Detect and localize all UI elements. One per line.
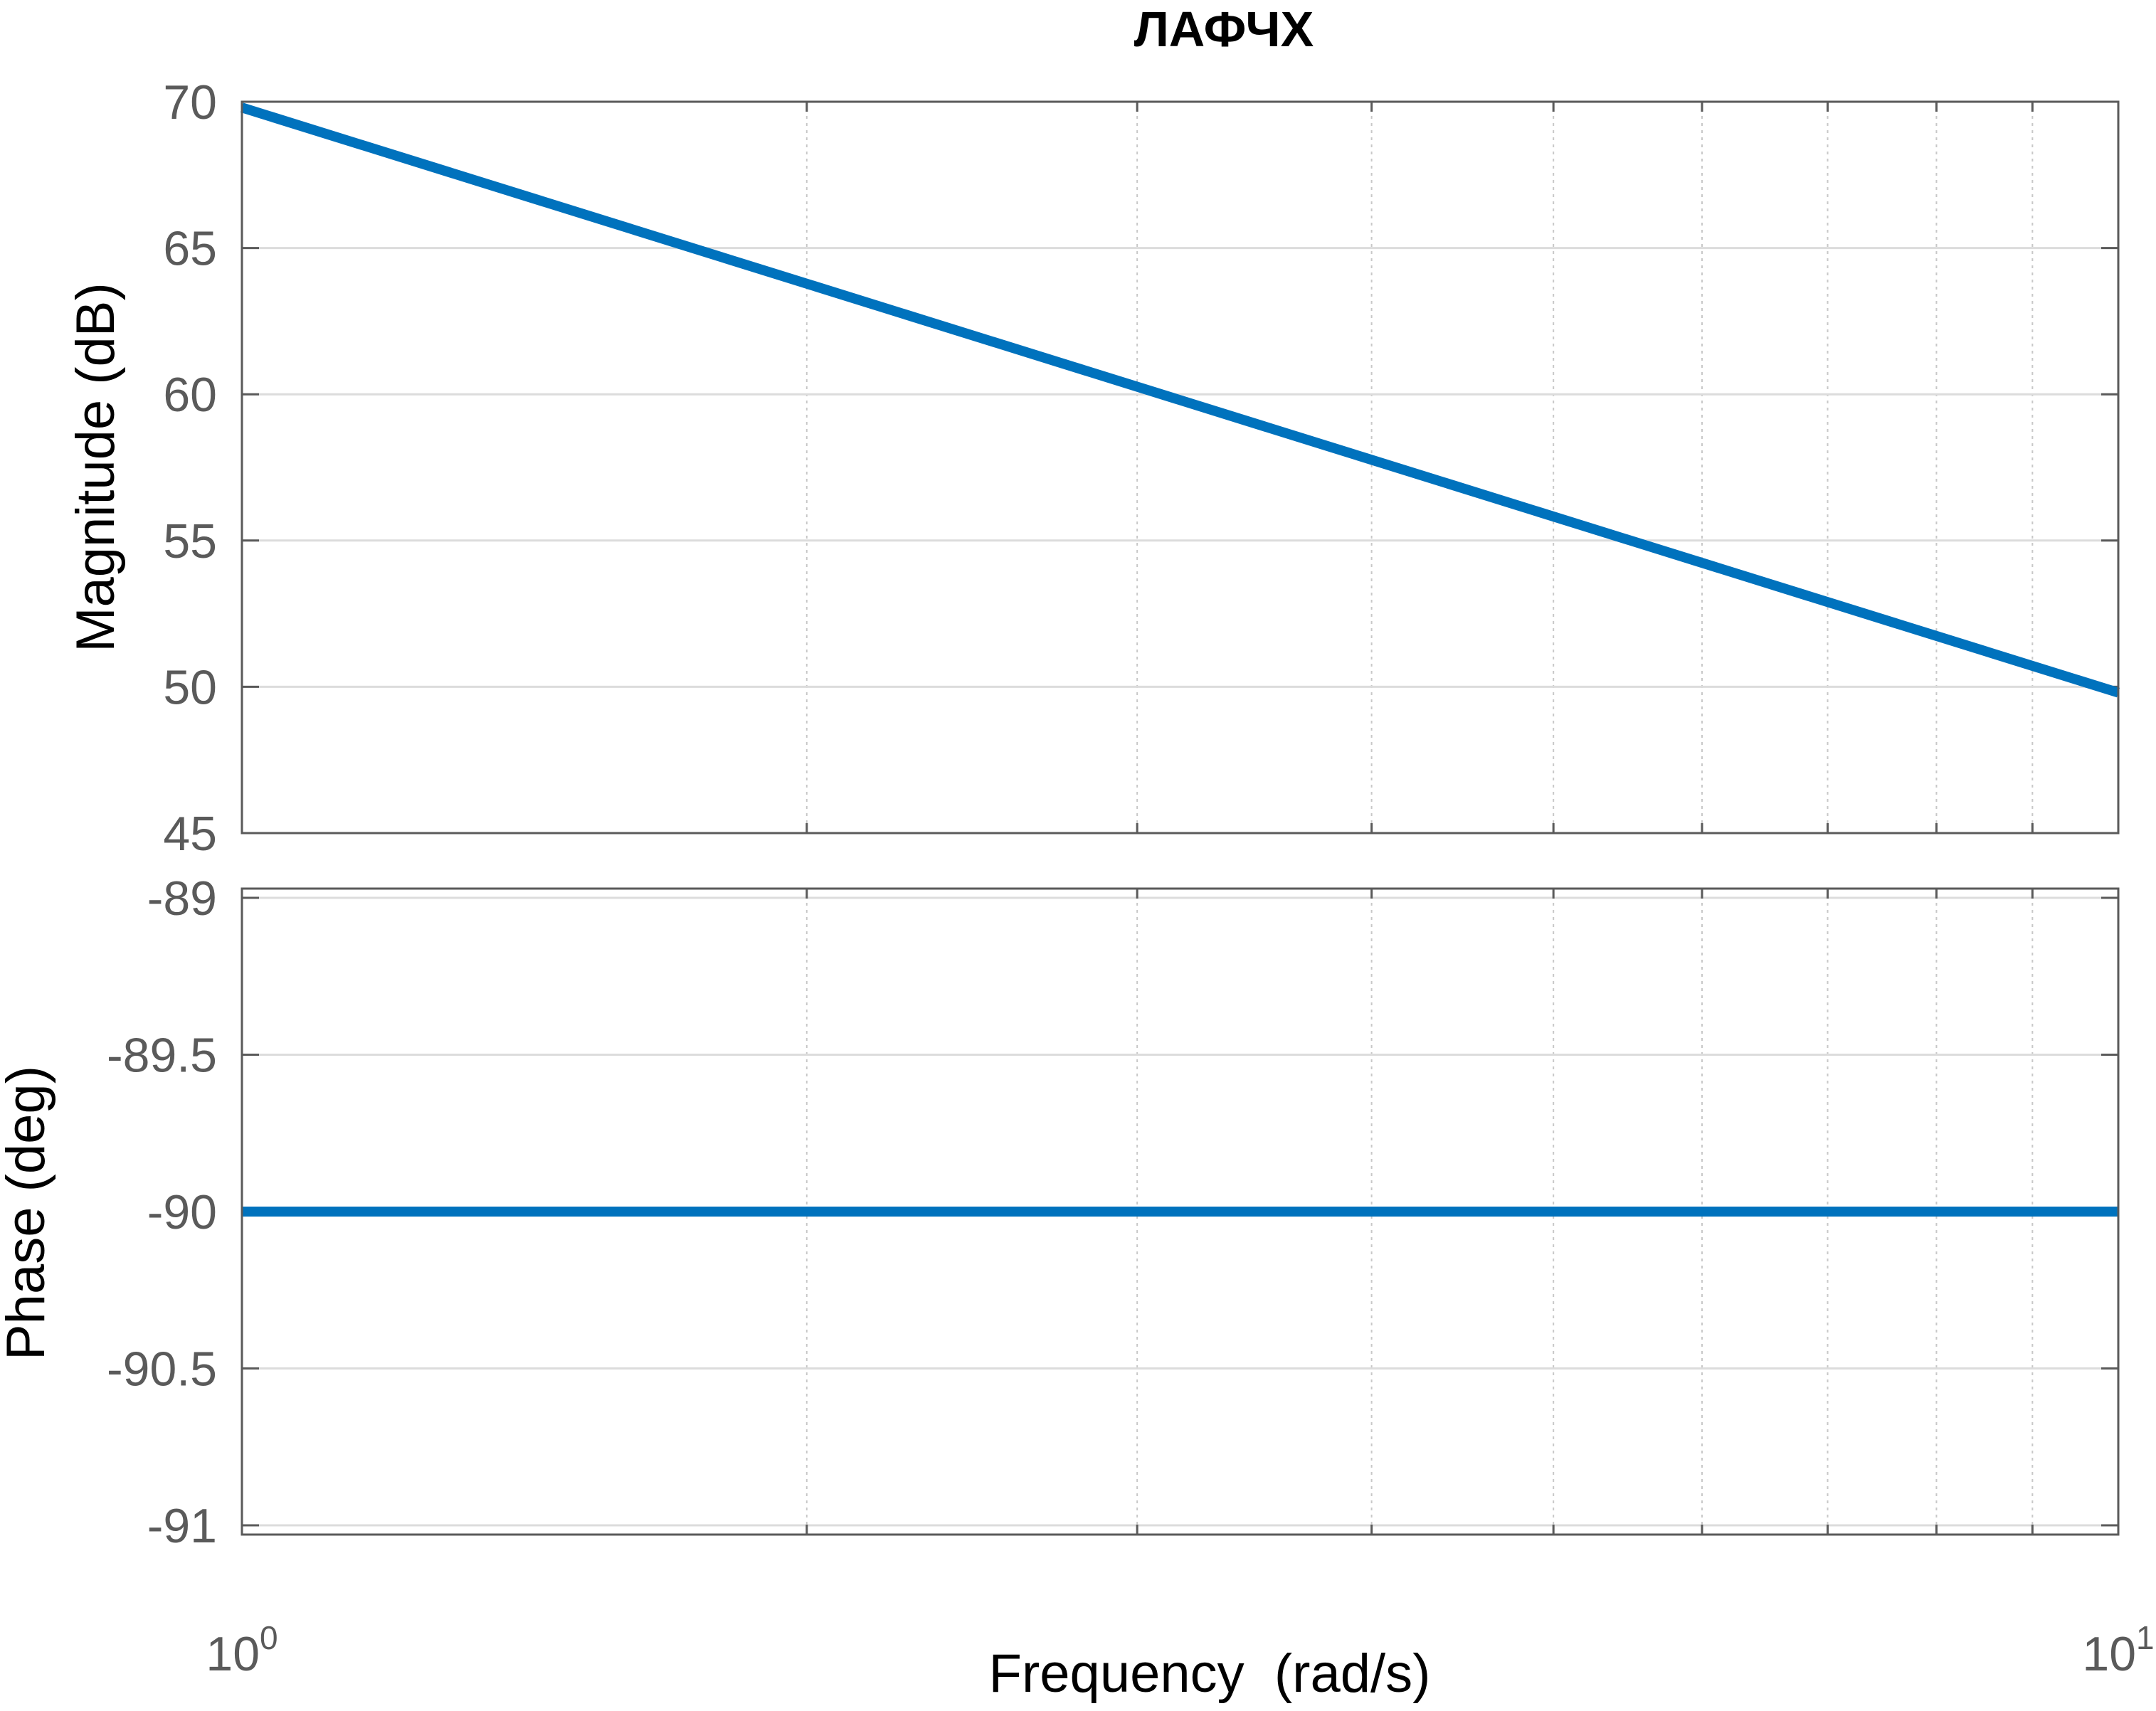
phase-y-tick-labels: -89 -89.5 -90 -90.5 -91 [107,872,217,1553]
magnitude-series-line [240,102,2120,698]
x-tick-label-10: 101 [2082,1619,2154,1681]
magnitude-y-tick-labels: 70 65 60 55 50 45 [163,75,217,861]
magnitude-y-tick-label: 50 [163,660,217,714]
magnitude-axes-box [241,100,2120,835]
magnitude-plot: 70 65 60 55 50 45 Magnitude (dB) [65,75,2120,861]
phase-y-tick-label: -89 [147,872,217,926]
magnitude-y-tick-label: 45 [163,807,217,861]
x-tick-label-1: 100 [206,1619,278,1681]
phase-y-tick-label: -91 [147,1499,217,1553]
phase-y-tick-label: -90.5 [107,1342,217,1397]
phase-y-axis-label: Phase (deg) [0,1066,56,1360]
phase-y-tick-label: -89.5 [107,1029,217,1083]
x-tick-1-base: 10 [206,1627,260,1681]
chart-title: ЛАФЧХ [1134,1,1314,57]
magnitude-y-tick-label: 60 [163,368,217,422]
phase-axes-frame [241,887,2120,1536]
phase-y-tick-label: -90 [147,1185,217,1239]
x-tick-10-exponent: 1 [2136,1619,2155,1656]
magnitude-y-tick-label: 55 [163,514,217,568]
magnitude-axes-frame [241,100,2120,835]
magnitude-series [240,102,2120,698]
x-tick-1-exponent: 0 [260,1619,278,1656]
magnitude-y-tick-label: 70 [163,75,217,129]
x-axis-label: Frequency (rad/s) [989,1643,1431,1704]
x-tick-10-base: 10 [2082,1627,2136,1681]
phase-plot: -89 -89.5 -90 -90.5 -91 Phase (deg) [0,872,2120,1553]
magnitude-y-axis-label: Magnitude (dB) [65,282,126,652]
magnitude-y-tick-label: 65 [163,222,217,276]
x-tick-labels: 100 101 [206,1619,2154,1681]
